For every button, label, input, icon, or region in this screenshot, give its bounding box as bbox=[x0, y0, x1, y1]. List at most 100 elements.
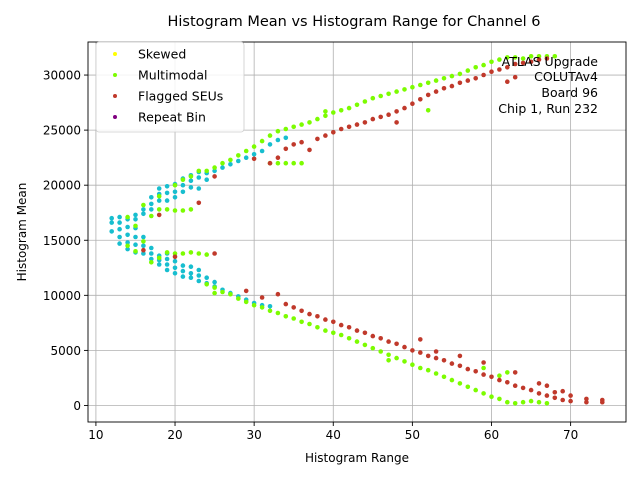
point-multimodal bbox=[394, 89, 399, 94]
point-normal bbox=[180, 274, 186, 279]
point-normal bbox=[180, 268, 186, 274]
point-normal bbox=[125, 232, 130, 238]
point-multimodal bbox=[172, 182, 178, 188]
point-flagged-seus bbox=[584, 399, 589, 405]
point-flagged-seus bbox=[362, 330, 368, 336]
point-multimodal bbox=[275, 128, 281, 134]
point-multimodal bbox=[441, 76, 447, 81]
point-flagged-seus bbox=[512, 383, 518, 389]
point-flagged-seus bbox=[156, 212, 162, 218]
point-flagged-seus bbox=[489, 374, 494, 380]
plot-frame bbox=[87, 41, 627, 423]
point-multimodal bbox=[299, 319, 304, 325]
point-flagged-seus bbox=[457, 80, 463, 86]
point-flagged-seus bbox=[528, 59, 534, 65]
point-flagged-seus bbox=[568, 393, 573, 398]
point-flagged-seus bbox=[259, 295, 265, 300]
point-flagged-seus bbox=[291, 305, 297, 310]
point-multimodal bbox=[457, 381, 463, 386]
point-flagged-seus bbox=[441, 358, 447, 363]
legend: Skewed Multimodal Flagged SEUs Repeat Bi… bbox=[95, 41, 245, 133]
point-multimodal bbox=[307, 321, 312, 327]
point-flagged-seus bbox=[283, 146, 289, 152]
point-multimodal bbox=[212, 290, 217, 296]
axis-ticks: 10 20 30 40 50 60 70 0 5000 10000 15000 20000 25000 3… bbox=[43, 69, 578, 442]
point-normal bbox=[267, 304, 273, 309]
point-multimodal bbox=[283, 314, 289, 319]
point-multimodal bbox=[386, 358, 391, 363]
point-flagged-seus bbox=[299, 308, 304, 314]
point-multimodal bbox=[497, 373, 502, 379]
point-multimodal bbox=[267, 133, 273, 138]
point-multimodal bbox=[149, 213, 154, 219]
point-multimodal bbox=[505, 399, 510, 405]
point-multimodal bbox=[497, 396, 502, 402]
point-flagged-seus bbox=[505, 65, 510, 70]
point-multimodal bbox=[220, 160, 225, 166]
point-multimodal bbox=[410, 362, 415, 368]
y-axis-label: Histogram Mean bbox=[15, 183, 29, 282]
point-flagged-seus bbox=[418, 337, 423, 342]
point-normal bbox=[180, 189, 186, 195]
point-flagged-seus bbox=[283, 301, 289, 307]
point-flagged-seus bbox=[552, 395, 558, 401]
point-multimodal bbox=[228, 291, 233, 297]
point-multimodal bbox=[141, 239, 146, 244]
point-multimodal bbox=[180, 208, 186, 213]
point-flagged-seus bbox=[560, 388, 565, 394]
point-normal bbox=[164, 256, 170, 262]
point-flagged-seus bbox=[481, 72, 486, 78]
point-normal bbox=[133, 217, 138, 222]
point-multimodal bbox=[425, 367, 431, 373]
point-normal bbox=[125, 246, 130, 252]
point-multimodal bbox=[259, 138, 265, 144]
point-normal bbox=[283, 135, 289, 141]
point-multimodal bbox=[338, 332, 344, 338]
y-tick-label: 30000 bbox=[43, 69, 81, 83]
point-multimodal bbox=[315, 116, 320, 122]
annotation-line-4: Chip 1, Run 232 bbox=[498, 101, 598, 116]
point-normal bbox=[133, 242, 138, 247]
point-normal bbox=[188, 185, 194, 190]
point-flagged-seus bbox=[568, 398, 573, 404]
x-axis-label: Histogram Range bbox=[305, 451, 409, 465]
point-normal bbox=[180, 263, 186, 268]
point-multimodal bbox=[236, 296, 241, 301]
point-flagged-seus bbox=[386, 112, 391, 117]
point-normal bbox=[141, 234, 146, 240]
point-normal bbox=[117, 234, 122, 240]
point-multimodal bbox=[536, 54, 542, 59]
point-multimodal bbox=[362, 99, 368, 104]
y-tick-label: 15000 bbox=[43, 234, 81, 248]
point-normal bbox=[251, 152, 257, 157]
point-flagged-seus bbox=[505, 79, 510, 84]
legend-marker-skewed bbox=[113, 52, 117, 56]
point-multimodal bbox=[299, 160, 304, 166]
point-multimodal bbox=[196, 251, 202, 256]
point-normal bbox=[149, 256, 154, 262]
point-flagged-seus bbox=[418, 350, 423, 355]
point-multimodal bbox=[346, 105, 352, 111]
point-multimodal bbox=[188, 250, 194, 255]
point-multimodal bbox=[512, 55, 518, 60]
point-multimodal bbox=[204, 168, 209, 174]
point-multimodal bbox=[204, 252, 209, 257]
point-multimodal bbox=[172, 208, 178, 213]
point-normal bbox=[125, 240, 130, 245]
point-multimodal bbox=[204, 282, 209, 287]
point-flagged-seus bbox=[512, 370, 518, 375]
point-flagged-seus bbox=[465, 366, 471, 372]
point-normal bbox=[212, 279, 217, 285]
point-multimodal bbox=[536, 399, 542, 405]
point-flagged-seus bbox=[346, 325, 352, 330]
point-flagged-seus bbox=[323, 317, 328, 322]
point-normal bbox=[149, 195, 154, 200]
point-multimodal bbox=[489, 394, 494, 400]
point-multimodal bbox=[465, 68, 471, 73]
point-flagged-seus bbox=[251, 156, 257, 162]
x-tick-label: 30 bbox=[247, 428, 262, 442]
point-flagged-seus bbox=[331, 130, 336, 135]
point-multimodal bbox=[481, 62, 486, 68]
point-flagged-seus bbox=[497, 67, 502, 72]
point-flagged-seus bbox=[354, 122, 360, 127]
